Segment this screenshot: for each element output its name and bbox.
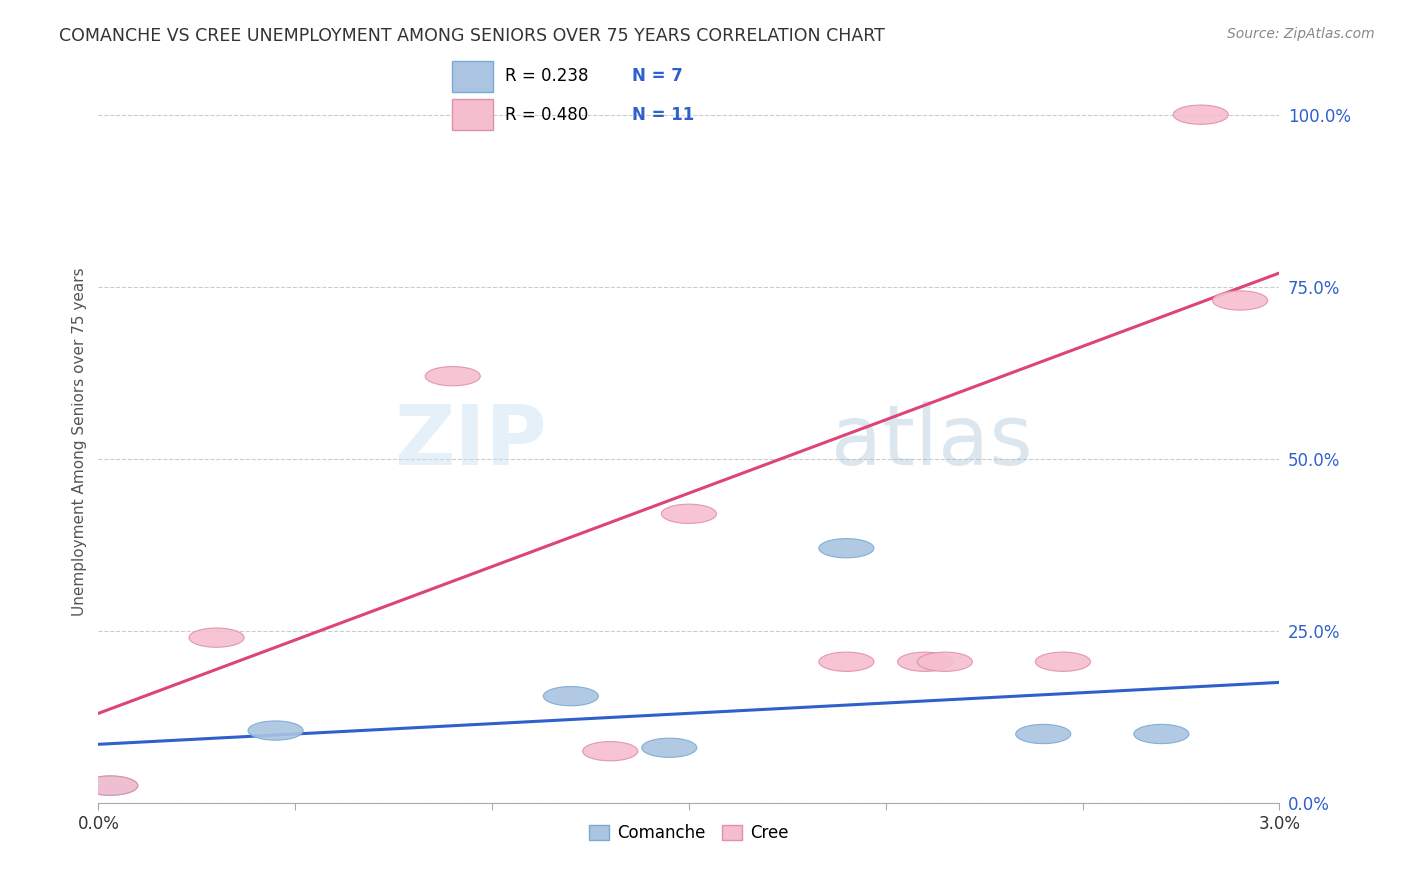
Legend: Comanche, Cree: Comanche, Cree [582,817,796,848]
Ellipse shape [897,652,953,672]
Text: COMANCHE VS CREE UNEMPLOYMENT AMONG SENIORS OVER 75 YEARS CORRELATION CHART: COMANCHE VS CREE UNEMPLOYMENT AMONG SENI… [59,27,884,45]
Text: N = 11: N = 11 [631,105,695,123]
Ellipse shape [818,539,875,558]
Text: atlas: atlas [831,401,1032,482]
Ellipse shape [83,776,138,796]
Ellipse shape [1035,652,1091,672]
Ellipse shape [1173,105,1229,124]
Ellipse shape [917,652,973,672]
Ellipse shape [661,504,717,524]
Y-axis label: Unemployment Among Seniors over 75 years: Unemployment Among Seniors over 75 years [72,268,87,615]
Text: R = 0.238: R = 0.238 [505,68,588,86]
Ellipse shape [425,367,481,386]
Text: ZIP: ZIP [395,401,547,482]
Text: Source: ZipAtlas.com: Source: ZipAtlas.com [1227,27,1375,41]
Ellipse shape [1133,724,1189,744]
Ellipse shape [83,776,138,796]
FancyBboxPatch shape [451,99,494,130]
Ellipse shape [1015,724,1071,744]
Text: R = 0.480: R = 0.480 [505,105,588,123]
Ellipse shape [582,741,638,761]
FancyBboxPatch shape [451,62,494,92]
Ellipse shape [543,687,599,706]
Ellipse shape [247,721,304,740]
Ellipse shape [641,738,697,757]
Ellipse shape [188,628,245,648]
Ellipse shape [818,652,875,672]
Ellipse shape [1212,291,1268,310]
Text: N = 7: N = 7 [631,68,683,86]
